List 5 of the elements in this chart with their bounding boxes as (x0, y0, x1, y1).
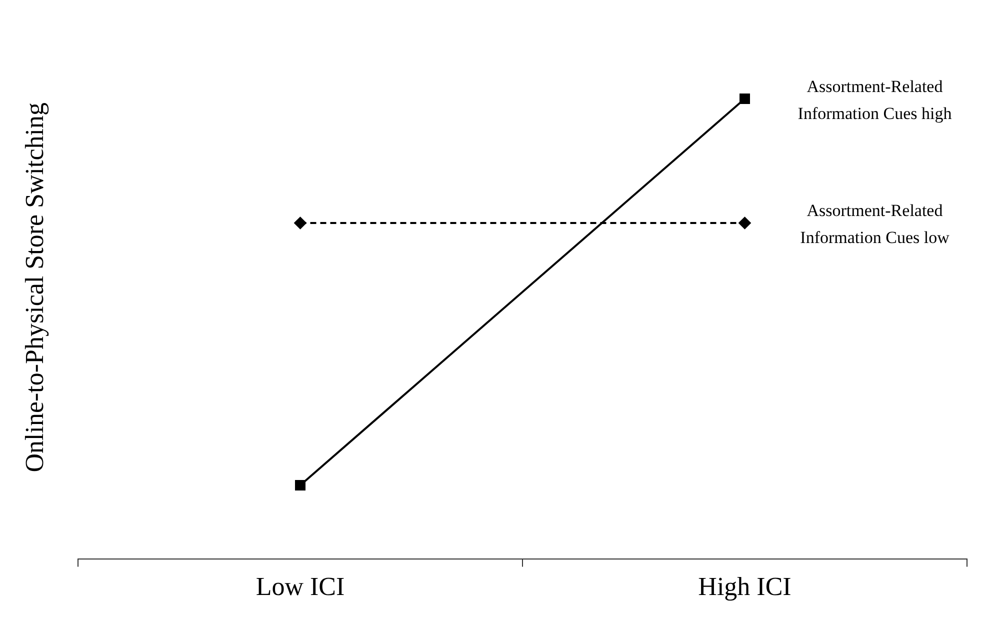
y-axis-title: Online-to-Physical Store Switching (20, 102, 49, 472)
text: Assortment-Related Information Cues high (798, 76, 952, 123)
x-tick-label: High ICI (698, 572, 792, 602)
text: Assortment-Related Information Cues low (800, 200, 950, 247)
x-tick-label: Low ICI (256, 572, 345, 602)
